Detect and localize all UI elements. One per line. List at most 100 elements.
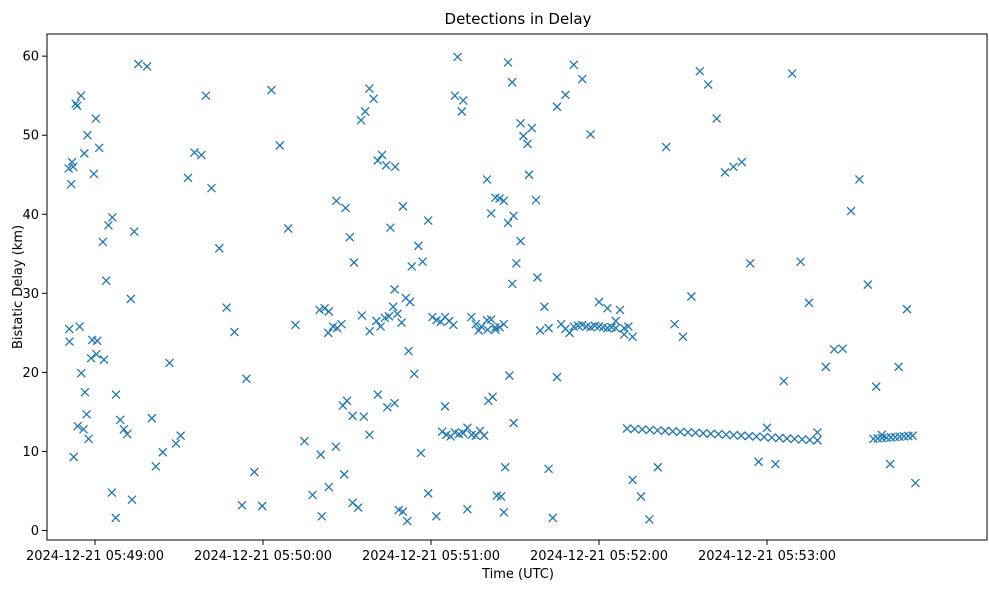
detection-point bbox=[894, 362, 904, 372]
detection-point bbox=[721, 430, 731, 440]
detection-point bbox=[390, 398, 400, 408]
detection-point bbox=[72, 101, 82, 111]
detection-point bbox=[423, 216, 433, 226]
detection-point bbox=[902, 304, 912, 314]
detection-point bbox=[237, 500, 247, 510]
detection-point bbox=[315, 305, 325, 315]
detection-point bbox=[787, 69, 797, 78]
detection-point bbox=[345, 232, 355, 242]
detection-point bbox=[544, 464, 554, 474]
detection-point bbox=[189, 148, 199, 158]
detection-point bbox=[644, 514, 654, 524]
detection-point bbox=[762, 423, 772, 433]
detection-point bbox=[242, 374, 251, 384]
detection-point bbox=[142, 61, 152, 71]
detection-point bbox=[458, 428, 468, 438]
detection-point bbox=[720, 167, 730, 177]
detection-point bbox=[115, 415, 125, 425]
detection-point bbox=[453, 52, 463, 62]
x-tick-label: 2024-12-21 05:49:00 bbox=[26, 549, 164, 564]
detection-point bbox=[482, 175, 492, 184]
detection-point bbox=[619, 329, 629, 339]
detection-point bbox=[75, 322, 85, 331]
detection-point bbox=[342, 396, 352, 406]
detection-point bbox=[89, 169, 99, 179]
detection-point bbox=[695, 66, 705, 76]
detection-point bbox=[698, 428, 708, 438]
detection-point bbox=[623, 322, 633, 331]
detection-point bbox=[407, 261, 417, 271]
detection-point bbox=[64, 163, 74, 173]
detection-point bbox=[504, 371, 514, 381]
detection-point bbox=[490, 322, 500, 332]
detection-point bbox=[283, 224, 293, 233]
detection-point bbox=[594, 297, 604, 307]
detection-point bbox=[691, 428, 701, 438]
detection-point bbox=[364, 430, 374, 440]
detection-point bbox=[207, 183, 216, 193]
detection-point bbox=[678, 332, 688, 342]
y-tick-label: 40 bbox=[22, 208, 39, 223]
detection-point bbox=[171, 439, 181, 449]
detection-point bbox=[431, 511, 441, 521]
detection-point bbox=[523, 139, 533, 149]
detection-point bbox=[336, 319, 346, 329]
detection-point bbox=[402, 516, 412, 526]
detection-point bbox=[324, 482, 334, 492]
detection-point bbox=[474, 326, 484, 335]
detection-point bbox=[516, 236, 526, 246]
detection-point bbox=[323, 328, 333, 338]
detection-point bbox=[744, 431, 754, 441]
detection-point bbox=[266, 85, 276, 95]
detection-point bbox=[805, 435, 815, 445]
detection-point bbox=[479, 431, 489, 441]
detection-point bbox=[69, 452, 79, 462]
detection-point bbox=[398, 507, 408, 516]
detection-point bbox=[706, 429, 716, 439]
detection-point bbox=[910, 478, 920, 488]
detection-point bbox=[466, 312, 476, 322]
x-tick-label: 2024-12-21 05:53:00 bbox=[698, 549, 836, 564]
detection-point bbox=[703, 80, 713, 90]
x-axis-ticks: 2024-12-21 05:49:00 2024-12-21 05:50:00 20… bbox=[26, 540, 836, 564]
detection-point bbox=[569, 60, 579, 70]
detection-point bbox=[518, 131, 528, 141]
detection-point bbox=[126, 294, 136, 304]
detection-point bbox=[427, 312, 437, 322]
detection-point bbox=[532, 273, 542, 282]
detection-point bbox=[356, 115, 366, 125]
detection-point bbox=[645, 425, 655, 435]
detection-point bbox=[147, 413, 157, 423]
detection-point bbox=[418, 257, 428, 267]
detection-point bbox=[119, 424, 129, 434]
detection-point bbox=[257, 501, 267, 511]
detection-point bbox=[229, 327, 239, 337]
detection-point bbox=[729, 430, 739, 440]
detection-point bbox=[448, 320, 458, 330]
detection-point bbox=[622, 424, 632, 433]
detection-point bbox=[462, 423, 472, 433]
detection-point bbox=[804, 298, 814, 308]
detection-point bbox=[509, 418, 519, 428]
detection-point bbox=[486, 314, 496, 324]
detection-point bbox=[371, 316, 381, 326]
detection-point bbox=[176, 431, 186, 441]
detection-point bbox=[782, 434, 792, 443]
detection-point bbox=[544, 323, 554, 333]
detection-point bbox=[653, 462, 663, 472]
detection-point bbox=[101, 276, 111, 286]
detection-point bbox=[76, 368, 86, 378]
detection-point bbox=[331, 196, 341, 206]
detection-point bbox=[86, 353, 96, 363]
detection-point bbox=[552, 372, 562, 382]
detection-point bbox=[745, 258, 755, 268]
x-tick-label: 2024-12-21 05:51:00 bbox=[362, 549, 500, 564]
y-axis-label: Bistatic Delay (km) bbox=[11, 225, 26, 349]
detection-point bbox=[509, 211, 519, 221]
detection-point bbox=[365, 326, 375, 336]
detection-point bbox=[73, 421, 83, 431]
detection-point bbox=[82, 130, 92, 140]
detection-point bbox=[98, 237, 108, 247]
detection-point bbox=[527, 123, 537, 133]
detection-point bbox=[670, 319, 680, 329]
